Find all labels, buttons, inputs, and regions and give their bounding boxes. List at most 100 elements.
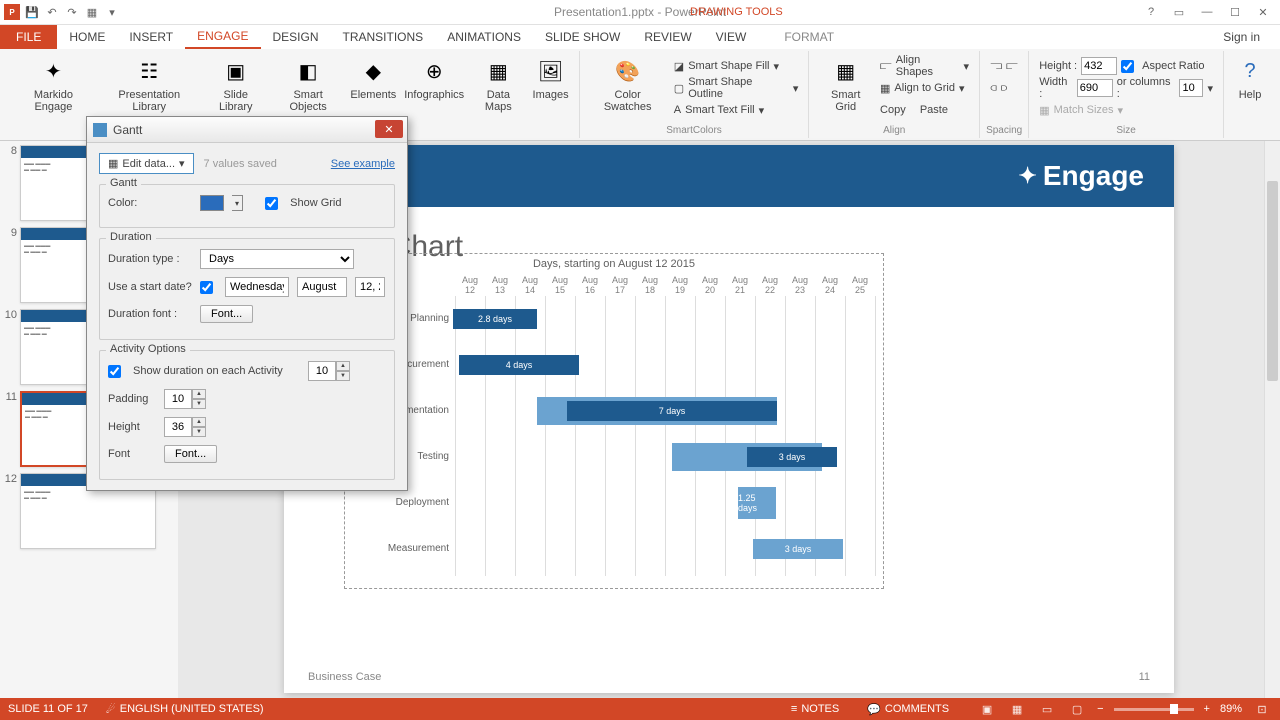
align-shapes-button[interactable]: ⫍ Align Shapes ▾ xyxy=(880,55,969,77)
spinner-down-icon[interactable]: ▼ xyxy=(336,371,350,381)
height-spinner[interactable] xyxy=(164,417,192,437)
help-button[interactable]: ?Help xyxy=(1230,53,1270,103)
spacing-icon[interactable]: ⫎ xyxy=(990,60,1002,73)
home-tab[interactable]: HOME xyxy=(57,25,117,49)
reading-view-icon[interactable]: ▭ xyxy=(1037,701,1057,717)
sorter-view-icon[interactable]: ▦ xyxy=(1007,701,1027,717)
smart-shape-outline-button[interactable]: ▢ Smart Shape Outline ▾ xyxy=(674,77,799,99)
animations-tab[interactable]: ANIMATIONS xyxy=(435,25,533,49)
slide-library-button[interactable]: ▣Slide Library xyxy=(202,53,270,115)
spacing-icon-4[interactable]: ⫐ xyxy=(1001,82,1007,95)
images-button[interactable]: 🖼Images xyxy=(529,53,573,115)
smart-text-fill-button[interactable]: A Smart Text Fill ▾ xyxy=(674,99,799,121)
start-date-input[interactable] xyxy=(355,277,385,297)
show-duration-spinner[interactable] xyxy=(308,361,336,381)
paste-button[interactable]: Paste xyxy=(920,104,948,116)
markido-engage-button[interactable]: ✦Markido Engage xyxy=(10,53,97,115)
color-dropdown-icon[interactable]: ▾ xyxy=(232,195,243,211)
gantt-body: Planning 2.8 days Procurement 4 days Imp… xyxy=(455,296,883,576)
start-day-input[interactable] xyxy=(225,277,289,297)
design-tab[interactable]: DESIGN xyxy=(261,25,331,49)
minimize-icon[interactable]: — xyxy=(1194,2,1220,22)
view-tab[interactable]: VIEW xyxy=(704,25,759,49)
color-swatches-button[interactable]: 🎨Color Swatches xyxy=(586,53,670,123)
columns-input[interactable] xyxy=(1179,79,1203,97)
ribbon-options-icon[interactable]: ▭ xyxy=(1166,2,1192,22)
elements-button[interactable]: ◆Elements xyxy=(346,53,400,115)
infographics-button[interactable]: ⊕Infographics xyxy=(400,53,468,115)
help-icon[interactable]: ? xyxy=(1138,2,1164,22)
engage-tab[interactable]: ENGAGE xyxy=(185,25,260,49)
show-grid-checkbox[interactable] xyxy=(265,197,278,210)
qat-dropdown-icon[interactable]: ▾ xyxy=(104,4,120,20)
ribbon-tabs: FILE HOME INSERT ENGAGE DESIGN TRANSITIO… xyxy=(0,25,1280,49)
copy-button[interactable]: Copy xyxy=(880,104,906,116)
smart-shape-fill-button[interactable]: ◪ Smart Shape Fill ▾ xyxy=(674,55,799,77)
width-input[interactable] xyxy=(1077,79,1113,97)
zoom-slider[interactable] xyxy=(1114,708,1194,711)
data-maps-button[interactable]: ▦Data Maps xyxy=(468,53,528,115)
smart-objects-button[interactable]: ◧Smart Objects xyxy=(270,53,347,115)
fit-to-window-icon[interactable]: ⊡ xyxy=(1252,701,1272,717)
spacing-icon-3[interactable]: ⫏ xyxy=(990,82,996,95)
use-start-date-checkbox[interactable] xyxy=(200,281,213,294)
aspect-ratio-checkbox[interactable] xyxy=(1121,60,1134,73)
normal-view-icon[interactable]: ▣ xyxy=(977,701,997,717)
gantt-row[interactable]: Measurement 3 days xyxy=(345,526,773,572)
format-tab[interactable]: FORMAT xyxy=(772,25,846,49)
padding-spinner[interactable] xyxy=(164,389,192,409)
undo-icon[interactable]: ↶ xyxy=(44,4,60,20)
duration-section: Duration Duration type : Days Use a star… xyxy=(99,238,395,340)
gantt-row[interactable]: Implementation 7 days xyxy=(345,388,773,434)
review-tab[interactable]: REVIEW xyxy=(632,25,703,49)
gantt-row[interactable]: Deployment 1.25 days xyxy=(345,480,773,526)
match-sizes-button: ▦ Match Sizes ▾ xyxy=(1039,99,1213,121)
height-input[interactable] xyxy=(1081,57,1117,75)
duration-font-button[interactable]: Font... xyxy=(200,305,253,323)
redo-icon[interactable]: ↷ xyxy=(64,4,80,20)
slide-canvas[interactable]: ✦Engage Gantt Chart Days, starting on Au… xyxy=(284,145,1174,693)
save-icon[interactable]: 💾 xyxy=(24,4,40,20)
notes-button[interactable]: ≡ NOTES xyxy=(791,703,839,715)
start-month-input[interactable] xyxy=(297,277,347,297)
gantt-row[interactable]: Planning 2.8 days xyxy=(345,296,773,342)
spacing-group-label: Spacing xyxy=(986,125,1022,136)
gantt-row[interactable]: Testing 3 days xyxy=(345,434,773,480)
titlebar: P 💾 ↶ ↷ ▦ ▾ Presentation1.pptx - PowerPo… xyxy=(0,0,1280,25)
activity-options-section: Activity Options Show duration on each A… xyxy=(99,350,395,480)
presentation-library-button[interactable]: ☷Presentation Library xyxy=(97,53,202,115)
gantt-chart[interactable]: Days, starting on August 12 2015 Aug12Au… xyxy=(344,253,884,589)
spacing-icon-2[interactable]: ⫍ xyxy=(1006,60,1018,73)
spinner-up-icon[interactable]: ▲ xyxy=(336,361,350,371)
activity-font-button[interactable]: Font... xyxy=(164,445,217,463)
contextual-tab-label: DRAWING TOOLS xyxy=(690,6,783,18)
close-icon[interactable]: ✕ xyxy=(1250,2,1276,22)
transitions-tab[interactable]: TRANSITIONS xyxy=(331,25,436,49)
language-indicator[interactable]: ☄ ENGLISH (UNITED STATES) xyxy=(106,703,264,716)
color-swatch[interactable] xyxy=(200,195,224,211)
start-from-beginning-icon[interactable]: ▦ xyxy=(84,4,100,20)
vertical-scrollbar[interactable] xyxy=(1264,141,1280,698)
zoom-out-icon[interactable]: − xyxy=(1097,703,1103,715)
edit-data-button[interactable]: ▦ Edit data... ▾ xyxy=(99,153,194,174)
zoom-in-icon[interactable]: + xyxy=(1204,703,1210,715)
dialog-titlebar[interactable]: Gantt ✕ xyxy=(87,117,407,143)
gantt-row[interactable]: Procurement 4 days xyxy=(345,342,773,388)
comments-button[interactable]: 💬 COMMENTS xyxy=(867,703,949,716)
see-example-link[interactable]: See example xyxy=(331,158,395,170)
slideshow-tab[interactable]: SLIDE SHOW xyxy=(533,25,632,49)
align-to-grid-button[interactable]: ▦ Align to Grid ▾ xyxy=(880,77,969,99)
show-duration-checkbox[interactable] xyxy=(108,365,121,378)
signin-link[interactable]: Sign in xyxy=(1223,25,1260,49)
slide-counter[interactable]: SLIDE 11 OF 17 xyxy=(8,703,88,715)
file-tab[interactable]: FILE xyxy=(0,25,57,49)
duration-type-select[interactable]: Days xyxy=(200,249,354,269)
slideshow-view-icon[interactable]: ▢ xyxy=(1067,701,1087,717)
dialog-close-button[interactable]: ✕ xyxy=(375,120,403,138)
smart-grid-button[interactable]: ▦Smart Grid xyxy=(815,53,876,123)
maximize-icon[interactable]: ☐ xyxy=(1222,2,1248,22)
duration-font-label: Duration font : xyxy=(108,308,192,320)
zoom-level[interactable]: 89% xyxy=(1220,703,1242,715)
dialog-title: Gantt xyxy=(113,123,142,137)
insert-tab[interactable]: INSERT xyxy=(117,25,185,49)
